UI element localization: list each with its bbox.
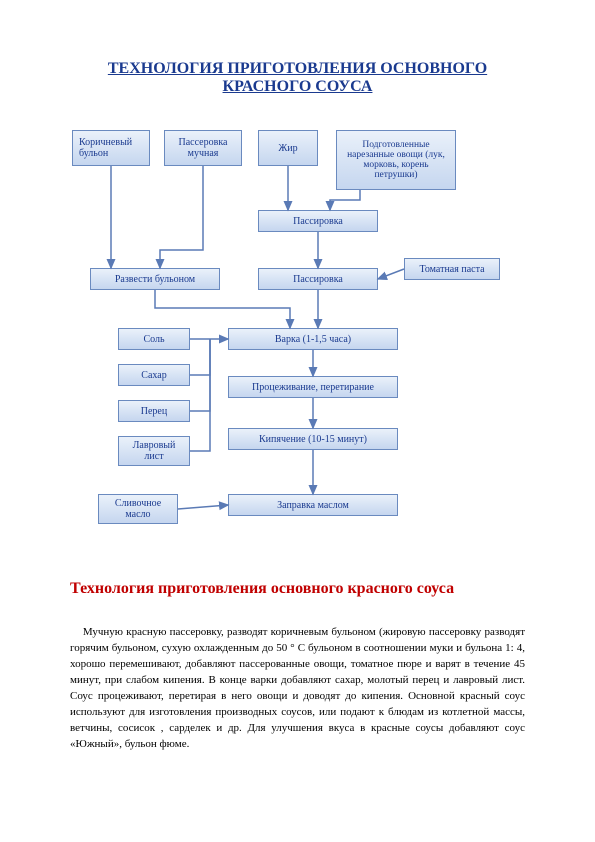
node-dress: Заправка маслом bbox=[228, 494, 398, 516]
node-label: Соль bbox=[143, 334, 164, 345]
node-brown-stock: Коричневый бульон bbox=[72, 130, 150, 166]
page-title: ТЕХНОЛОГИЯ ПРИГОТОВЛЕНИЯ ОСНОВНОГО КРАСН… bbox=[60, 60, 535, 96]
node-label: Жир bbox=[278, 143, 297, 154]
node-label: Кипячение (10-15 минут) bbox=[259, 434, 367, 445]
node-cook: Варка (1-1,5 часа) bbox=[228, 328, 398, 350]
node-bayleaf: Лавровый лист bbox=[118, 436, 190, 466]
title-line1: ТЕХНОЛОГИЯ ПРИГОТОВЛЕНИЯ ОСНОВНОГО bbox=[108, 60, 487, 77]
body-text: Мучную красную пассеровку, разводят кори… bbox=[70, 626, 525, 750]
node-label: Томатная паста bbox=[419, 264, 484, 275]
node-sugar: Сахар bbox=[118, 364, 190, 386]
node-label: Подготовленные нарезанные овощи (лук, мо… bbox=[343, 140, 449, 180]
node-label: Заправка маслом bbox=[277, 500, 349, 511]
node-saute-1: Пассировка bbox=[258, 210, 378, 232]
node-saute-2: Пассировка bbox=[258, 268, 378, 290]
node-boil: Кипячение (10-15 минут) bbox=[228, 428, 398, 450]
node-vegetables: Подготовленные нарезанные овощи (лук, мо… bbox=[336, 130, 456, 190]
node-dilute-stock: Развести бульоном bbox=[90, 268, 220, 290]
node-butter: Сливочное масло bbox=[98, 494, 178, 524]
node-label: Сливочное масло bbox=[105, 498, 171, 520]
node-label: Лавровый лист bbox=[125, 440, 183, 462]
node-label: Коричневый бульон bbox=[79, 137, 143, 159]
node-label: Пассеровка мучная bbox=[171, 137, 235, 159]
node-strain: Процеживание, перетирание bbox=[228, 376, 398, 398]
node-label: Перец bbox=[141, 406, 167, 417]
subtitle-text: Технология приготовления основного красн… bbox=[70, 580, 454, 597]
node-pepper: Перец bbox=[118, 400, 190, 422]
node-tomato-paste: Томатная паста bbox=[404, 258, 500, 280]
node-flour-saute: Пассеровка мучная bbox=[164, 130, 242, 166]
node-label: Пассировка bbox=[293, 216, 343, 227]
node-label: Сахар bbox=[141, 370, 166, 381]
node-label: Развести бульоном bbox=[115, 274, 195, 285]
node-label: Процеживание, перетирание bbox=[252, 382, 374, 393]
node-fat: Жир bbox=[258, 130, 318, 166]
node-label: Пассировка bbox=[293, 274, 343, 285]
title-line2: КРАСНОГО СОУСА bbox=[223, 78, 373, 95]
section-subtitle: Технология приготовления основного красн… bbox=[70, 580, 525, 598]
node-label: Варка (1-1,5 часа) bbox=[275, 334, 351, 345]
body-paragraph: Мучную красную пассеровку, разводят кори… bbox=[70, 625, 525, 753]
node-salt: Соль bbox=[118, 328, 190, 350]
